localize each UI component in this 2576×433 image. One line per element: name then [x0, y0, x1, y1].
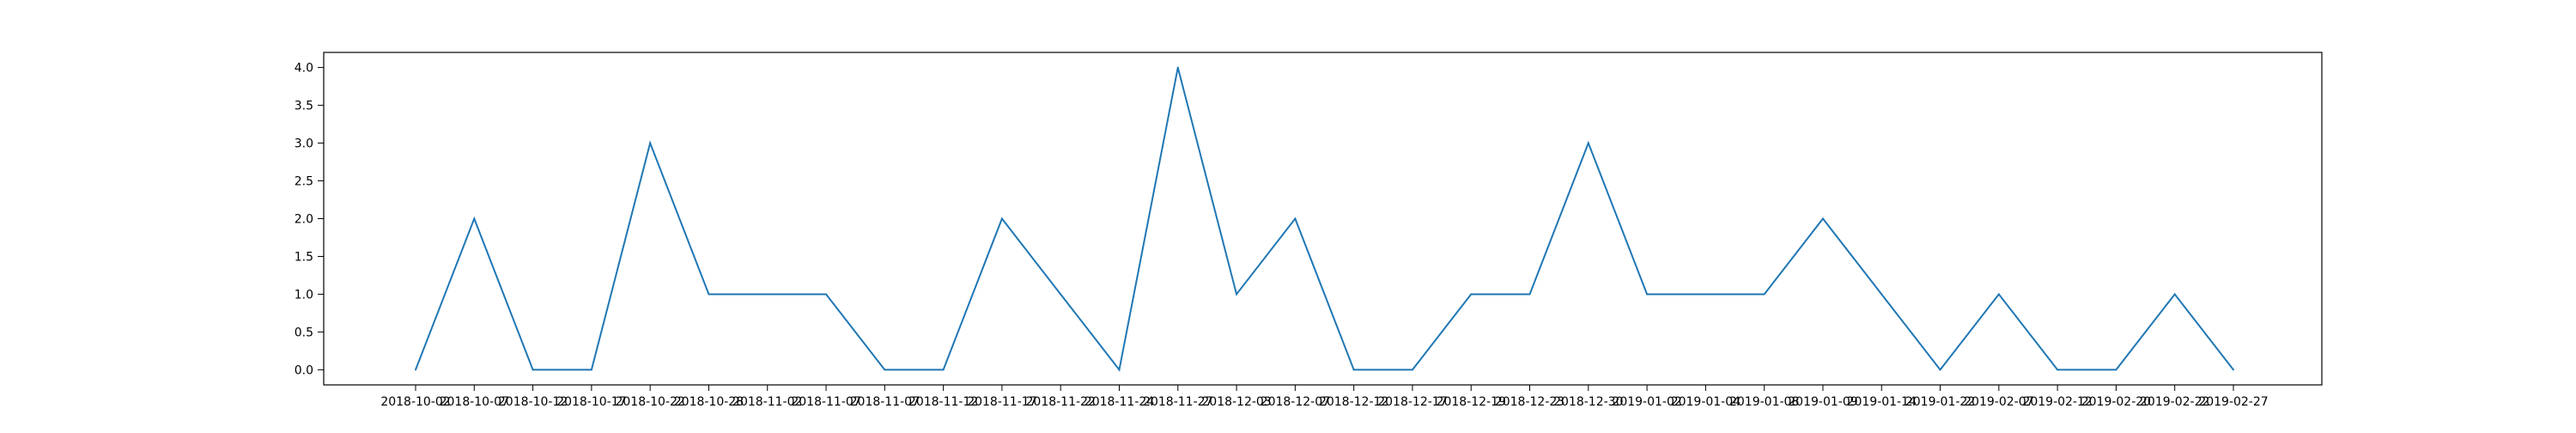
- x-tick-label: 2019-02-20: [2081, 395, 2151, 409]
- y-tick-label: 0.0: [295, 363, 313, 377]
- data-point: [1763, 293, 1765, 296]
- data-point: [1000, 217, 1003, 220]
- x-tick-label: 2018-12-07: [1261, 395, 1330, 409]
- data-point: [2173, 293, 2176, 296]
- x-tick-label: 2018-12-30: [1553, 395, 1623, 409]
- data-point: [1997, 293, 2000, 296]
- x-tick-label: 2018-11-07: [850, 395, 920, 409]
- x-tick-label: 2018-10-02: [380, 395, 450, 409]
- y-tick-label: 2.5: [295, 175, 313, 189]
- series-line: [415, 67, 2234, 372]
- x-tick-label: 2018-11-17: [967, 395, 1036, 409]
- data-point: [590, 369, 592, 371]
- data-point: [825, 293, 828, 296]
- x-tick-label: 2019-02-12: [2022, 395, 2092, 409]
- data-point: [2057, 369, 2059, 371]
- x-tick-label: 2018-11-02: [732, 395, 802, 409]
- plot-frame: [323, 52, 2323, 386]
- x-tick-label: 2018-12-03: [1201, 395, 1271, 409]
- x-tick-label: 2019-01-22: [1905, 395, 1975, 409]
- data-point: [1528, 293, 1531, 296]
- data-point: [473, 217, 476, 220]
- x-tick-label: 2018-11-12: [908, 395, 978, 409]
- x-axis: 2018-10-022018-10-072018-10-122018-10-17…: [380, 385, 2269, 409]
- x-tick-label: 2019-01-02: [1612, 395, 1681, 409]
- x-tick-label: 2019-02-27: [2198, 395, 2268, 409]
- x-tick-label: 2018-11-27: [1143, 395, 1212, 409]
- data-point: [1939, 369, 1941, 371]
- x-tick-label: 2018-10-07: [440, 395, 509, 409]
- x-tick-label: 2018-10-12: [498, 395, 568, 409]
- x-tick-label: 2018-10-17: [556, 395, 626, 409]
- data-point: [884, 369, 886, 371]
- data-point: [1352, 369, 1355, 371]
- x-tick-label: 2018-12-23: [1495, 395, 1564, 409]
- y-tick-label: 1.0: [295, 288, 313, 302]
- data-point: [2115, 369, 2117, 371]
- y-axis: 0.0 0.5 1.0 1.5 2.0 2.5 3.0 3.5 4.0: [295, 62, 324, 377]
- data-point: [649, 142, 652, 144]
- data-point: [1236, 293, 1238, 296]
- x-tick-label: 2018-12-12: [1319, 395, 1388, 409]
- y-tick-label: 3.5: [295, 100, 313, 113]
- x-tick-label: 2018-12-19: [1437, 395, 1506, 409]
- data-point: [766, 293, 769, 296]
- data-point: [1411, 369, 1413, 371]
- data-point: [532, 369, 534, 371]
- data-point: [415, 369, 416, 371]
- data-point: [1470, 293, 1473, 296]
- series-layer: [415, 66, 2234, 372]
- data-point: [1060, 293, 1062, 296]
- y-tick-label: 3.0: [295, 137, 313, 151]
- x-tick-label: 2018-12-17: [1377, 395, 1447, 409]
- data-point: [2233, 369, 2234, 371]
- data-point: [708, 293, 710, 296]
- data-point: [1294, 217, 1297, 220]
- x-tick-label: 2018-10-28: [674, 395, 744, 409]
- y-tick-label: 0.5: [295, 326, 313, 339]
- x-tick-label: 2018-11-24: [1084, 395, 1154, 409]
- data-point: [1587, 142, 1589, 144]
- data-point: [1646, 293, 1649, 296]
- data-point: [1821, 217, 1824, 220]
- x-tick-label: 2019-01-08: [1729, 395, 1799, 409]
- data-point: [1118, 369, 1121, 371]
- x-tick-label: 2019-01-14: [1847, 395, 1917, 409]
- y-tick-label: 1.5: [295, 250, 313, 264]
- x-tick-label: 2018-10-22: [615, 395, 684, 409]
- x-tick-label: 2019-01-04: [1671, 395, 1741, 409]
- data-point: [1176, 66, 1179, 69]
- y-tick-label: 2.0: [295, 213, 313, 227]
- data-point: [942, 369, 945, 371]
- y-tick-label: 4.0: [295, 62, 313, 76]
- x-tick-label: 2018-11-07: [791, 395, 860, 409]
- x-tick-label: 2019-01-09: [1788, 395, 1857, 409]
- data-point: [1880, 293, 1883, 296]
- data-point: [1704, 293, 1707, 296]
- x-tick-label: 2019-02-07: [1964, 395, 2033, 409]
- x-tick-label: 2019-02-22: [2140, 395, 2209, 409]
- x-tick-label: 2018-11-22: [1026, 395, 1096, 409]
